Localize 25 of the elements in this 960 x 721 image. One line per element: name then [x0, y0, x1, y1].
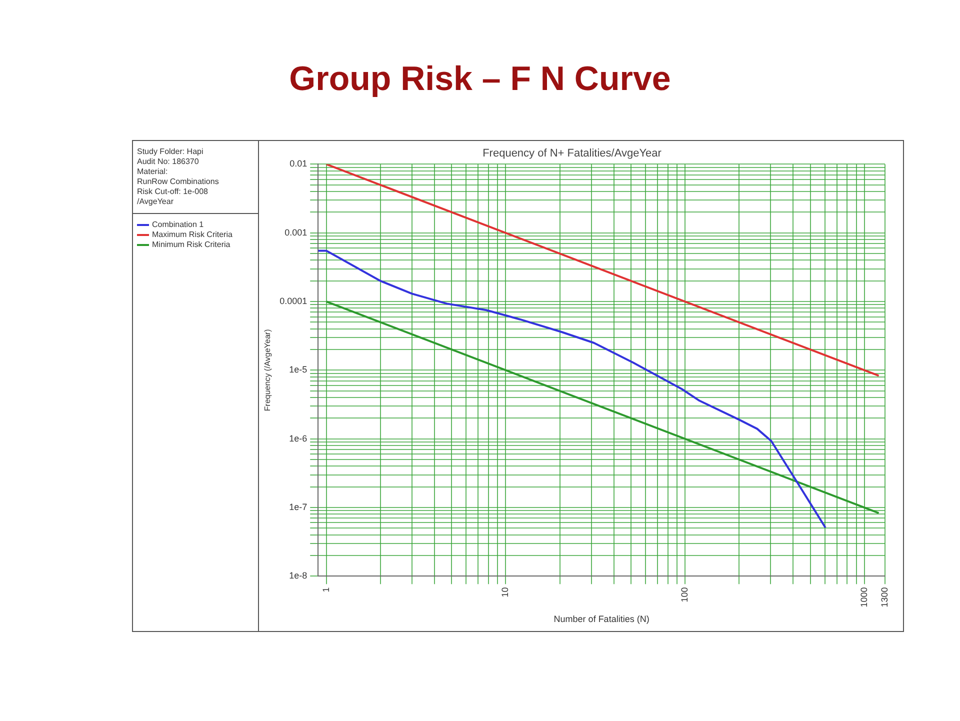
chart-subtitle: Frequency of N+ Fatalities/AvgeYear [482, 148, 662, 160]
text: Audit No: 186370 [137, 157, 200, 167]
legend-label: Maximum Risk Criteria [152, 230, 232, 239]
x-tick-label: 1 [320, 587, 331, 592]
y-tick-label: 0.01 [290, 158, 308, 169]
y-tick-label: 0.0001 [280, 296, 308, 306]
text: Risk Cut-off: 1e-008 [137, 187, 209, 197]
y-tick-label: 1e-8 [289, 570, 308, 581]
y-tick-label: 1e-7 [289, 502, 308, 512]
x-axis-title: Number of Fatalities (N) [554, 614, 650, 624]
text: Study Folder: Hapi [137, 147, 204, 157]
text: /AvgeYear [137, 197, 174, 207]
legend-label: Combination 1 [152, 220, 204, 229]
y-tick-label: 1e-6 [289, 433, 308, 444]
x-tick-label: 1000 [859, 587, 870, 608]
x-tick-label: 100 [680, 587, 690, 602]
x-tick-label: 1300 [879, 587, 890, 608]
legend-label: Minimum Risk Criteria [152, 240, 230, 249]
x-tick-label: 10 [500, 587, 510, 598]
y-tick-label: 1e-5 [289, 364, 308, 375]
text: Material: [137, 167, 169, 177]
y-axis-title: Frequency (/AvgeYear) [263, 328, 272, 412]
chart-title: Group Risk – F N Curve [288, 60, 672, 99]
text: RunRow Combinations [137, 177, 220, 187]
y-tick-label: 0.001 [284, 227, 308, 238]
